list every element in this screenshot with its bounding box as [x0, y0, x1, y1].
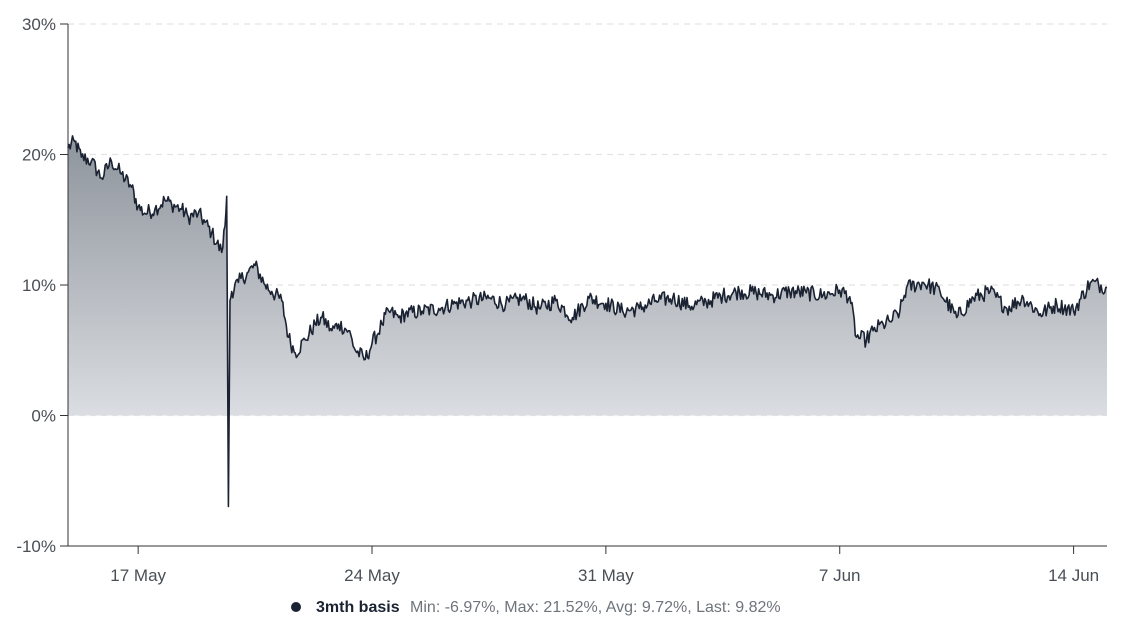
legend[interactable]: 3mth basis Min: -6.97%, Max: 21.52%, Avg…	[291, 599, 781, 616]
y-tick-label: -10%	[16, 537, 56, 556]
series-line	[67, 135, 1108, 508]
y-tick-label: 20%	[22, 146, 56, 165]
y-tick-label: 30%	[22, 15, 56, 34]
svg-text:3mth basis Min: -6.97%,: 3mth basis Min: -6.97%, Max: 21.52%, Avg…	[316, 599, 781, 616]
x-tick-label: 7 Jun	[819, 566, 861, 585]
x-axis-ticks: 17 May 24 May 31 May 7 Jun 14 Jun	[110, 546, 1099, 585]
y-tick-label: 0%	[31, 407, 56, 426]
x-tick-label: 17 May	[110, 566, 166, 585]
legend-series-name: 3mth basis	[316, 599, 400, 616]
y-tick-label: 10%	[22, 276, 56, 295]
x-tick-label: 14 Jun	[1048, 566, 1099, 585]
y-axis-ticks: 30% 20% 10% 0% -10%	[16, 15, 68, 556]
legend-stats: Min: -6.97%, Max: 21.52%, Avg: 9.72%, La…	[410, 599, 781, 616]
x-tick-label: 31 May	[578, 566, 634, 585]
series-area	[68, 135, 1107, 416]
x-tick-label: 24 May	[344, 566, 400, 585]
legend-marker	[291, 602, 301, 612]
